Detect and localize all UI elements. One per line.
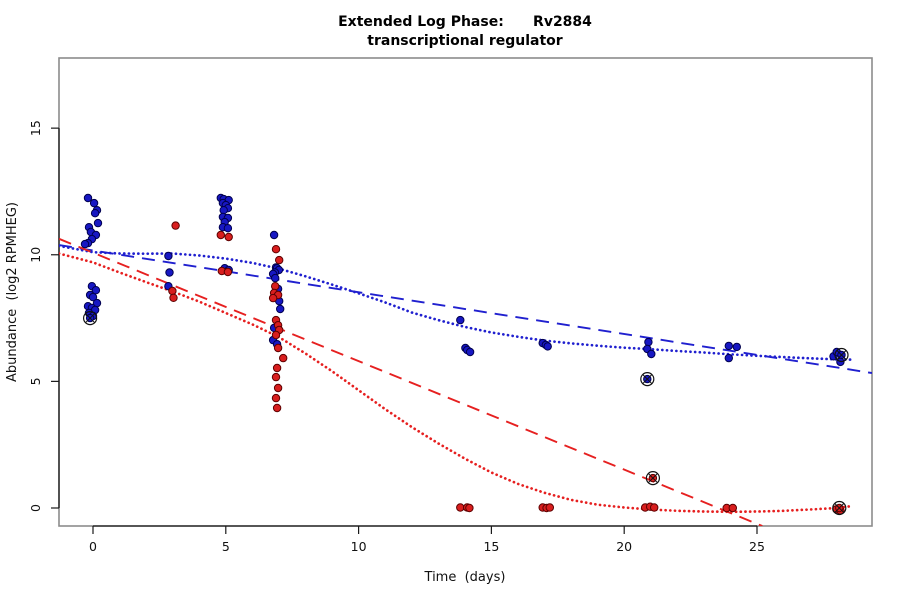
chart-title-line1: Extended Log Phase: Rv2884 bbox=[338, 14, 592, 30]
x-axis-title: Time (days) bbox=[424, 570, 506, 585]
x-tick-label-20: 20 bbox=[616, 539, 632, 554]
data-point bbox=[271, 245, 281, 254]
x-tick-label-15: 15 bbox=[483, 539, 499, 554]
data-point bbox=[728, 503, 737, 513]
data-point bbox=[650, 503, 659, 512]
circle-x-icon bbox=[645, 471, 661, 486]
y-tick-label-10: 10 bbox=[28, 247, 43, 263]
data-point bbox=[169, 293, 178, 302]
data-point bbox=[724, 341, 733, 351]
plot-area: 0 5 10 15 20 25 0 5 10 15 bbox=[28, 57, 873, 554]
data-point bbox=[465, 503, 474, 513]
data-point bbox=[165, 268, 174, 277]
data-point bbox=[223, 267, 233, 277]
circled-point-marker bbox=[645, 471, 661, 486]
x-tick-label-5: 5 bbox=[222, 539, 230, 554]
data-point bbox=[272, 403, 282, 413]
data-point bbox=[732, 342, 741, 352]
data-point bbox=[171, 221, 180, 230]
blue-spline-fit bbox=[59, 244, 854, 361]
data-point bbox=[91, 286, 101, 295]
blue-linear-fit bbox=[59, 244, 872, 374]
data-point bbox=[545, 503, 554, 512]
data-point bbox=[276, 304, 285, 314]
x-tick-label-25: 25 bbox=[749, 539, 765, 554]
data-point bbox=[279, 353, 288, 363]
data-point bbox=[275, 255, 284, 265]
data-point bbox=[456, 315, 465, 325]
circle-x-diag2 bbox=[85, 313, 96, 324]
data-point bbox=[465, 347, 475, 357]
x-tick-label-0: 0 bbox=[89, 539, 97, 554]
data-point bbox=[271, 330, 281, 340]
data-point bbox=[271, 372, 281, 382]
red-replicates-points bbox=[168, 221, 847, 516]
circle-x-diag2 bbox=[836, 350, 847, 360]
data-point bbox=[88, 292, 98, 302]
chart-title-line2: transcriptional regulator bbox=[367, 33, 563, 49]
data-point bbox=[168, 286, 177, 296]
circled-point-marker bbox=[82, 311, 98, 326]
circle-x-icon bbox=[82, 311, 98, 326]
data-point bbox=[93, 218, 103, 228]
x-tick-label-10: 10 bbox=[351, 539, 367, 554]
data-point bbox=[644, 337, 653, 347]
fit-lines bbox=[59, 237, 872, 526]
circled-point-marker bbox=[640, 372, 655, 387]
y-axis-title: Abundance (log2 RPMHEG) bbox=[5, 202, 20, 382]
data-point bbox=[271, 273, 280, 283]
data-point bbox=[272, 363, 282, 373]
circle-x-icon bbox=[832, 500, 847, 516]
data-point bbox=[724, 353, 733, 363]
data-point bbox=[271, 282, 280, 291]
red-spline-fit bbox=[59, 252, 854, 514]
data-point bbox=[216, 230, 226, 240]
circle-x-diag2 bbox=[834, 503, 845, 513]
y-tick-label-15: 15 bbox=[28, 120, 43, 136]
data-point bbox=[273, 343, 283, 353]
circled-point-marker bbox=[834, 347, 849, 363]
data-point bbox=[83, 193, 93, 203]
data-point bbox=[90, 209, 100, 218]
data-point bbox=[273, 383, 283, 393]
y-tick-label-5: 5 bbox=[28, 377, 43, 385]
circle-x-diag2 bbox=[647, 473, 658, 484]
y-tick-label-0: 0 bbox=[28, 504, 43, 512]
data-point bbox=[80, 239, 90, 249]
data-point bbox=[271, 393, 281, 403]
data-point bbox=[456, 503, 465, 512]
circle-x-icon bbox=[640, 372, 655, 387]
plot-box bbox=[58, 57, 873, 527]
data-point bbox=[268, 293, 278, 303]
blue-replicates-points bbox=[80, 193, 849, 387]
data-point bbox=[223, 224, 233, 233]
red-linear-fit bbox=[59, 237, 763, 526]
circle-x-icon bbox=[834, 347, 849, 363]
data-point bbox=[224, 232, 233, 242]
circle-x-diag2 bbox=[642, 374, 653, 385]
data-point bbox=[164, 251, 173, 261]
circled-point-marker bbox=[832, 500, 847, 516]
data-point bbox=[543, 342, 552, 351]
data-point bbox=[647, 349, 656, 359]
data-point bbox=[89, 198, 99, 208]
data-point bbox=[269, 230, 279, 240]
data-point bbox=[219, 206, 228, 215]
